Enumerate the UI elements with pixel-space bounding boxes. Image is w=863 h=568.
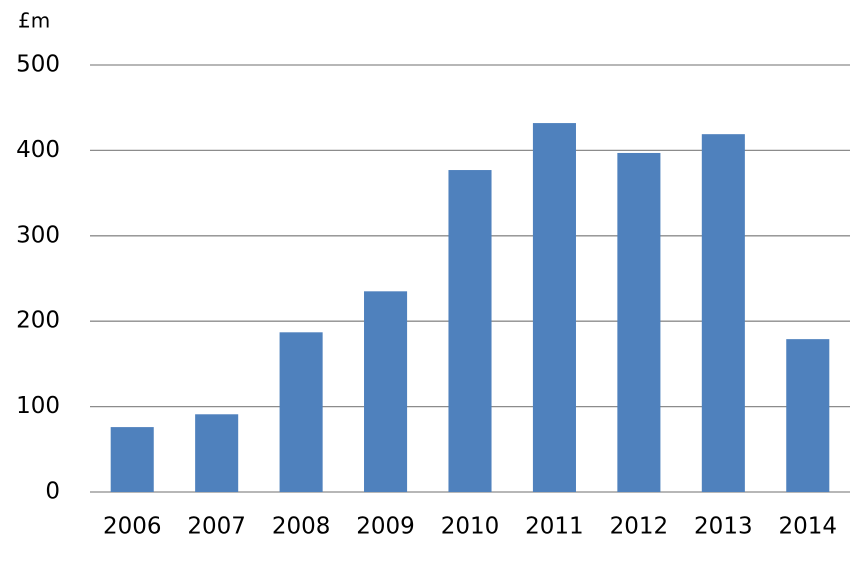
x-tick-label: 2011 xyxy=(525,514,584,540)
x-tick-label: 2010 xyxy=(441,514,500,540)
bar xyxy=(195,414,239,492)
y-tick-label: 100 xyxy=(16,393,60,419)
bar xyxy=(617,152,661,492)
y-tick-label: 500 xyxy=(16,52,60,78)
bar xyxy=(701,134,745,492)
y-tick-label: 200 xyxy=(16,308,60,334)
bar xyxy=(110,427,154,492)
bar xyxy=(786,339,830,492)
y-tick-label: 400 xyxy=(16,137,60,163)
y-axis-label: £m xyxy=(18,9,50,33)
x-tick-label: 2008 xyxy=(272,514,331,540)
y-tick-label: 300 xyxy=(16,222,60,248)
x-tick-label: 2009 xyxy=(356,514,415,540)
x-tick-label: 2013 xyxy=(694,514,753,540)
bar xyxy=(448,170,492,493)
x-tick-label: 2007 xyxy=(187,514,246,540)
y-tick-label: 0 xyxy=(45,479,60,505)
bar xyxy=(532,123,576,493)
x-tick-label: 2014 xyxy=(779,514,838,540)
bar xyxy=(279,332,323,492)
x-tick-label: 2012 xyxy=(610,514,669,540)
bar xyxy=(364,291,408,492)
x-tick-label: 2006 xyxy=(103,514,162,540)
